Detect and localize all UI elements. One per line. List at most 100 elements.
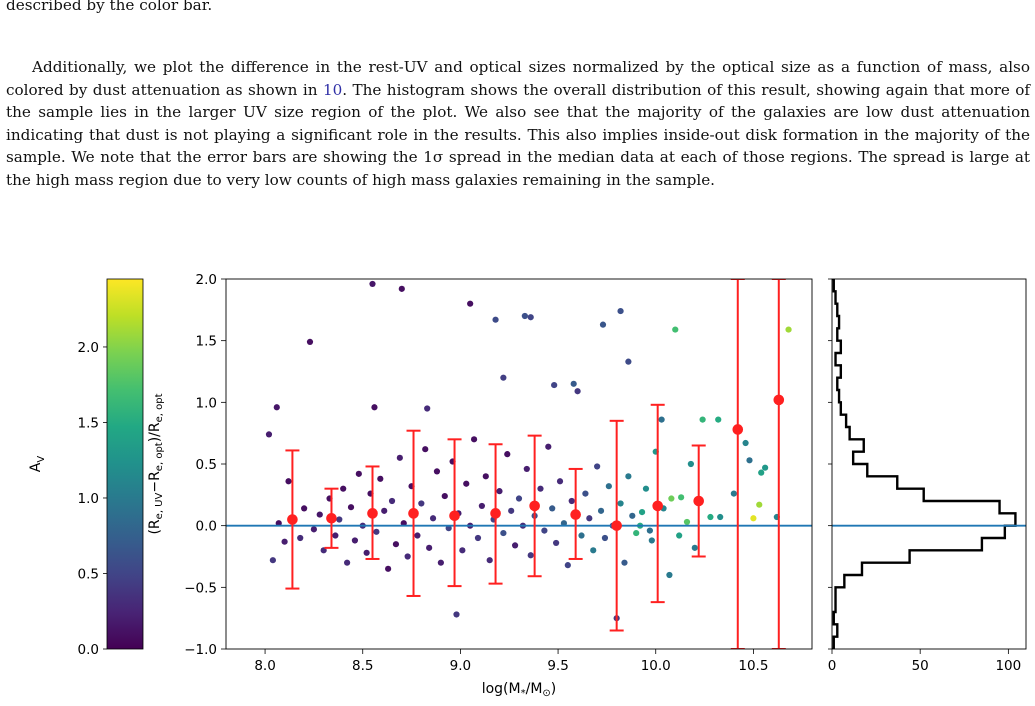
scatter-point <box>371 404 378 411</box>
scatter-point <box>437 559 444 566</box>
scatter-point <box>756 501 763 508</box>
scatter-point <box>445 525 452 532</box>
median-point <box>367 508 378 519</box>
scatter-point <box>537 485 544 492</box>
scatter-point <box>699 416 706 423</box>
x-tick-label: 8.5 <box>352 658 373 674</box>
scatter-point <box>500 529 507 537</box>
scatter-point <box>269 557 276 564</box>
x-tick-label: 10.0 <box>641 658 671 674</box>
median-point-with-errorbar <box>324 487 339 549</box>
x-tick-label: 9.5 <box>547 658 568 674</box>
body-paragraph: Additionally, we plot the difference in … <box>6 56 1030 191</box>
scatter-point <box>340 485 347 492</box>
histogram-x-tick-label: 0 <box>828 658 837 674</box>
scatter-point <box>617 500 624 507</box>
scatter-point <box>363 549 370 556</box>
scatter-point <box>347 504 355 511</box>
y-tick-label: 0.0 <box>196 519 217 535</box>
scatter-point <box>429 515 437 522</box>
scatter-point <box>527 314 534 321</box>
y-tick-label: 1.5 <box>196 334 217 350</box>
scatter-point <box>515 495 523 502</box>
median-point-with-errorbar <box>285 449 300 590</box>
scatter-point <box>564 562 571 569</box>
histogram-panel: 0 50 100 <box>828 278 1027 674</box>
scatter-point <box>715 416 722 423</box>
median-point-with-errorbar <box>730 279 745 649</box>
scatter-point <box>629 512 636 519</box>
x-tick-label: 8.0 <box>254 658 275 674</box>
scatter-point <box>625 358 632 365</box>
figure-reference-link[interactable]: 10 <box>322 80 343 99</box>
scatter-point <box>511 542 519 549</box>
scatter-point <box>482 473 489 480</box>
y-tick-label: 2.0 <box>196 272 217 288</box>
scatter-point <box>306 338 314 345</box>
scatter-point <box>433 468 441 475</box>
scatter-point <box>687 460 694 468</box>
scatter-point <box>648 537 655 544</box>
x-axis-label: log(M*/M⊙) <box>482 681 557 699</box>
scatter-point <box>301 505 308 512</box>
histogram-x-tick-label: 50 <box>912 658 929 674</box>
scatter-point <box>388 497 396 505</box>
scatter-point <box>730 490 737 497</box>
y-axis-label: (Re, UV−Re, opt)/Re, opt <box>147 393 165 534</box>
median-point-with-errorbar <box>568 467 583 560</box>
scatter-point <box>668 495 675 502</box>
scatter-point <box>418 500 425 507</box>
scatter-point <box>597 507 605 514</box>
scatter-point <box>474 534 482 542</box>
scatter-point <box>297 534 304 542</box>
scatter-x-ticks: 8.0 8.5 9.0 9.5 10.0 10.5 <box>254 649 768 674</box>
scatter-point <box>578 532 585 539</box>
scatter-point <box>463 480 470 487</box>
scatter-point <box>707 513 714 521</box>
scatter-point <box>717 513 724 521</box>
top-text-fragment: described by the color bar. <box>6 0 213 14</box>
scatter-point <box>426 544 433 551</box>
scatter-point <box>658 416 665 423</box>
scatter-point <box>377 475 384 482</box>
scatter-plot-area <box>226 279 812 649</box>
colorbar-label: AV <box>28 456 47 473</box>
median-point-with-errorbar <box>447 438 462 588</box>
scatter-point <box>470 436 478 443</box>
scatter-point <box>574 388 581 395</box>
scatter-point <box>582 490 589 497</box>
scatter-point <box>400 520 407 527</box>
scatter-point <box>746 457 753 464</box>
median-point-with-errorbar <box>406 429 421 597</box>
median-point-with-errorbar <box>691 444 706 558</box>
scatter-panel: 8.0 8.5 9.0 9.5 10.0 10.5 −1.0 −0.5 0.0 0.5 1.0 1.… <box>147 272 813 699</box>
scatter-point <box>467 300 474 307</box>
median-point-with-errorbar <box>650 403 665 604</box>
scatter-point <box>424 405 431 412</box>
histogram-y-ticks <box>828 278 832 650</box>
scatter-point <box>385 565 392 572</box>
y-tick-label: −0.5 <box>184 580 217 596</box>
y-tick-label: −1.0 <box>184 642 217 658</box>
scatter-point <box>625 473 632 480</box>
scatter-point <box>344 559 351 566</box>
median-point <box>652 500 663 512</box>
scatter-point <box>441 492 448 500</box>
scatter-point <box>453 611 460 618</box>
scatter-point <box>355 470 362 477</box>
scatter-points <box>265 280 792 622</box>
scatter-point <box>594 463 601 470</box>
median-errorbars <box>285 279 786 649</box>
scatter-point <box>601 534 609 542</box>
histogram-x-ticks: 0 50 100 <box>828 649 1021 674</box>
scatter-point <box>265 431 273 438</box>
colorbar-tick-label: 2.0 <box>78 340 99 356</box>
scatter-point <box>621 559 628 566</box>
x-tick-label: 10.5 <box>738 658 768 674</box>
scatter-point <box>459 547 466 554</box>
scatter-point <box>396 454 403 461</box>
scatter-point <box>414 532 421 539</box>
colorbar-tick-label: 0.0 <box>78 642 99 658</box>
median-point-with-errorbar <box>488 443 503 585</box>
paragraph-text-after: . The histogram shows the overall distri… <box>6 80 1031 189</box>
